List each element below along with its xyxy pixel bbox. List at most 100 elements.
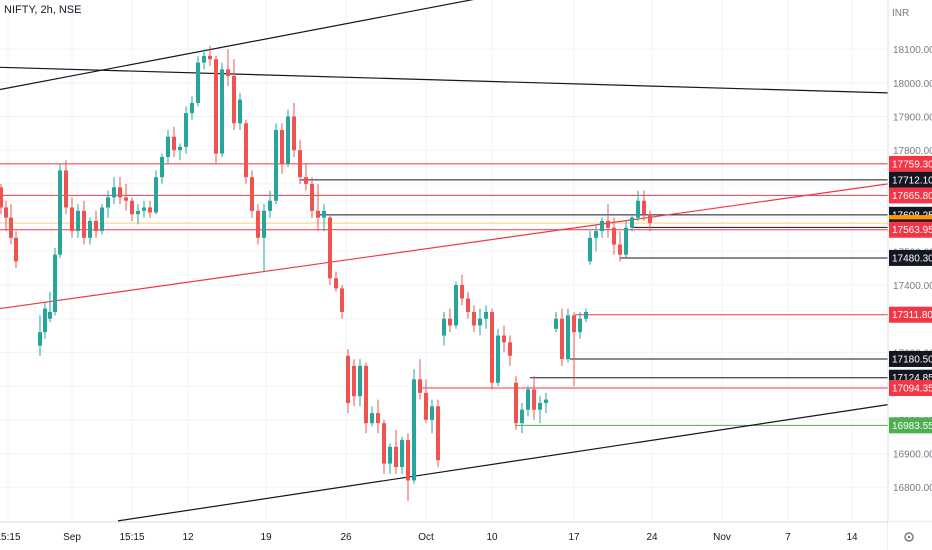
candle — [250, 170, 254, 218]
currency-label: INR — [892, 8, 909, 19]
candle — [4, 200, 8, 232]
candle — [268, 190, 272, 218]
candle — [274, 123, 278, 205]
x-tick-label: 26 — [340, 532, 352, 543]
candle — [424, 379, 428, 424]
candle — [64, 160, 68, 215]
candle — [100, 204, 104, 235]
trendline — [0, 66, 889, 94]
price-tag-label: 17480.30 — [892, 253, 932, 264]
price-tag-label: 17665.80 — [892, 191, 932, 202]
candle — [280, 123, 284, 174]
candle — [484, 305, 488, 329]
candle — [394, 429, 398, 474]
candle — [412, 369, 416, 484]
candle — [82, 200, 86, 245]
price-tag: 17665.80 — [889, 187, 932, 204]
trendline — [0, 183, 889, 310]
price-level-lines — [0, 163, 888, 426]
price-tag-label: 17180.50 — [892, 354, 932, 365]
trendlines — [0, 0, 889, 522]
y-tick-label: 17900.00 — [893, 113, 932, 124]
candle — [358, 359, 362, 407]
candle — [554, 311, 558, 333]
candle — [612, 217, 616, 255]
chart-grid — [0, 0, 888, 522]
candle — [298, 140, 302, 184]
candle — [648, 210, 652, 232]
x-tick-label: 10 — [486, 532, 498, 543]
candle — [316, 183, 320, 232]
candle — [526, 386, 530, 417]
candle — [136, 204, 140, 225]
candle — [94, 210, 98, 238]
y-tick-label: 16800.00 — [893, 483, 932, 494]
candle — [630, 214, 634, 232]
candle — [43, 301, 47, 339]
candle — [58, 163, 62, 259]
candle — [376, 399, 380, 434]
price-tag-label: 17311.80 — [892, 310, 932, 321]
candle — [160, 153, 164, 184]
price-tag-label: 17094.35 — [892, 384, 932, 395]
candle — [418, 359, 422, 400]
candle — [196, 55, 200, 107]
candle — [502, 325, 506, 353]
trendline — [117, 404, 889, 522]
candle — [340, 285, 344, 319]
candle — [478, 308, 482, 336]
candle — [466, 291, 470, 319]
price-tag: 16983.55 — [889, 417, 932, 434]
candle — [256, 204, 260, 245]
candle — [430, 399, 434, 434]
candle — [286, 109, 290, 168]
candle — [532, 375, 536, 420]
price-tag: 17480.30 — [889, 249, 932, 266]
candle — [310, 177, 314, 218]
candle — [53, 247, 57, 316]
candle — [624, 220, 628, 259]
candle — [364, 362, 368, 434]
candle — [578, 311, 582, 339]
candle — [406, 433, 410, 501]
price-tag-label: 17563.95 — [892, 225, 932, 236]
candle — [48, 291, 52, 323]
candle — [14, 231, 18, 269]
price-tag: 17311.80 — [889, 306, 932, 323]
candle — [202, 49, 206, 70]
x-tick-label: Sep — [63, 532, 81, 543]
candle — [0, 183, 3, 215]
candle — [142, 200, 146, 218]
x-axis-ticks: 15:15 Sep 15:15 12 19 26 Oct 10 17 24 Nov 7 14 — [0, 532, 858, 543]
candle — [172, 126, 176, 157]
price-level-tags: 17759.3017712.1017665.8017608.2517583.75… — [889, 155, 932, 434]
candle — [226, 49, 230, 87]
candle — [130, 197, 134, 221]
candle — [436, 399, 440, 467]
candle — [618, 231, 622, 262]
candle — [292, 103, 296, 157]
candle — [148, 200, 152, 218]
candle — [520, 402, 524, 434]
candle — [244, 119, 248, 184]
candle — [538, 396, 542, 424]
x-tick-label: 17 — [568, 532, 580, 543]
candle — [496, 328, 500, 387]
x-tick-label: Oct — [418, 532, 434, 543]
price-tag-label: 17759.30 — [892, 159, 932, 170]
price-tag-label: 17124.85 — [892, 373, 932, 384]
x-tick-label: 15:15 — [119, 532, 144, 543]
candle — [208, 45, 212, 66]
price-tag: 17563.95 — [889, 221, 932, 238]
x-tick-label: 19 — [260, 532, 272, 543]
candle — [454, 281, 458, 329]
settings-icon[interactable] — [904, 532, 914, 542]
candle — [304, 163, 308, 191]
candle — [334, 271, 338, 292]
candle — [382, 419, 386, 474]
candle — [214, 55, 218, 164]
price-tag: 17180.50 — [889, 350, 932, 367]
candle — [76, 204, 80, 238]
